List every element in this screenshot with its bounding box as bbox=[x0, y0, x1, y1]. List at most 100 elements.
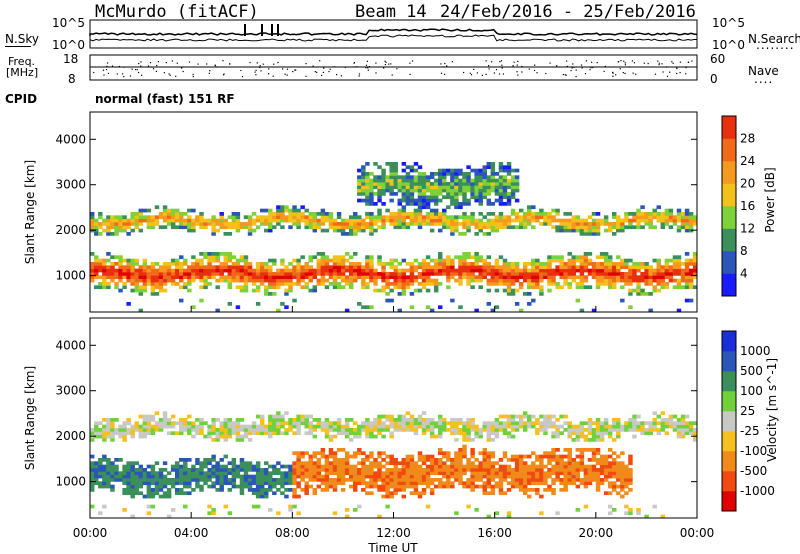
heatmap-cell bbox=[231, 275, 237, 280]
heatmap-cell bbox=[106, 225, 111, 230]
heatmap-cell bbox=[304, 282, 309, 286]
heatmap-cell bbox=[389, 484, 394, 489]
heatmap-cell bbox=[389, 275, 394, 280]
heatmap-cell bbox=[332, 511, 338, 516]
heatmap-cell bbox=[288, 285, 293, 290]
nave-dot bbox=[375, 72, 377, 74]
heatmap-cell bbox=[348, 278, 354, 283]
heatmap-cell bbox=[409, 282, 415, 286]
heatmap-cell bbox=[389, 212, 394, 216]
nave-dot bbox=[632, 72, 634, 74]
heatmap-cell bbox=[142, 494, 148, 499]
heatmap-cell bbox=[644, 292, 649, 296]
heatmap-cell bbox=[90, 225, 95, 230]
heatmap-cell bbox=[389, 431, 394, 436]
heatmap-cell bbox=[454, 222, 459, 226]
heatmap-cell bbox=[656, 215, 661, 220]
heatmap-cell bbox=[219, 471, 224, 476]
heatmap-cell bbox=[268, 222, 273, 226]
heatmap-cell bbox=[535, 481, 540, 486]
heatmap-cell bbox=[288, 421, 293, 426]
heatmap-cell bbox=[320, 255, 326, 260]
heatmap-cell bbox=[664, 268, 670, 273]
heatmap-cell bbox=[607, 222, 613, 226]
heatmap-cell bbox=[369, 424, 374, 429]
heatmap-cell bbox=[397, 188, 402, 193]
heatmap-cell bbox=[365, 418, 370, 422]
heatmap-cell bbox=[620, 228, 625, 233]
heatmap-cell bbox=[603, 464, 609, 469]
heatmap-cell bbox=[199, 218, 204, 223]
heatmap-cell bbox=[442, 464, 447, 469]
heatmap-cell bbox=[235, 268, 241, 273]
heatmap-cell bbox=[579, 268, 585, 273]
heatmap-cell bbox=[369, 185, 374, 190]
heatmap-cell bbox=[146, 418, 152, 422]
heatmap-cell bbox=[312, 464, 318, 469]
heatmap-cell bbox=[498, 282, 504, 286]
heatmap-cell bbox=[150, 272, 156, 276]
heatmap-cell bbox=[474, 225, 479, 230]
heatmap-cell bbox=[498, 474, 504, 479]
heatmap-cell bbox=[138, 434, 144, 439]
heatmap-cell bbox=[106, 285, 111, 290]
heatmap-cell bbox=[620, 494, 625, 499]
heatmap-cell bbox=[498, 255, 504, 260]
heatmap-cell bbox=[231, 222, 237, 226]
heatmap-cell bbox=[510, 168, 516, 173]
heatmap-cell bbox=[575, 258, 581, 263]
heatmap-cell bbox=[454, 182, 459, 186]
heatmap-cell bbox=[251, 272, 257, 276]
heatmap-cell bbox=[539, 262, 544, 266]
heatmap-cell bbox=[413, 481, 419, 486]
heatmap-cell bbox=[636, 428, 641, 432]
heatmap-cell bbox=[636, 424, 641, 429]
heatmap-cell bbox=[555, 431, 560, 436]
heatmap-cell bbox=[179, 275, 184, 280]
heatmap-cell bbox=[531, 298, 536, 303]
heatmap-cell bbox=[494, 428, 500, 432]
heatmap-cell bbox=[599, 272, 605, 276]
colorbar-swatch bbox=[722, 451, 736, 472]
heatmap-cell bbox=[571, 275, 576, 280]
heatmap-cell bbox=[239, 468, 245, 472]
heatmap-cell bbox=[478, 192, 483, 196]
heatmap-cell bbox=[191, 222, 196, 226]
heatmap-cell bbox=[365, 272, 370, 276]
heatmap-cell bbox=[146, 431, 152, 436]
heatmap-cell bbox=[583, 434, 589, 439]
heatmap-cell bbox=[268, 282, 273, 286]
heatmap-cell bbox=[438, 478, 443, 482]
heatmap-cell bbox=[336, 461, 342, 466]
heatmap-cell bbox=[595, 272, 601, 276]
heatmap-cell bbox=[110, 424, 115, 429]
heatmap-cell bbox=[304, 461, 309, 466]
heatmap-cell bbox=[454, 172, 459, 176]
heatmap-cell bbox=[676, 268, 682, 273]
heatmap-cell bbox=[401, 468, 407, 472]
heatmap-cell bbox=[591, 265, 597, 270]
heatmap-cell bbox=[280, 272, 285, 276]
heatmap-cell bbox=[211, 424, 216, 429]
nave-dot bbox=[533, 69, 536, 72]
heatmap-cell bbox=[482, 195, 487, 200]
heatmap-cell bbox=[676, 418, 682, 422]
heatmap-cell bbox=[284, 411, 289, 416]
heatmap-cell bbox=[450, 178, 455, 183]
heatmap-cell bbox=[421, 175, 427, 180]
heatmap-cell bbox=[409, 178, 415, 183]
heatmap-cell bbox=[259, 481, 265, 486]
nave-dot bbox=[131, 68, 133, 70]
heatmap-cell bbox=[122, 464, 127, 469]
heatmap-cell bbox=[527, 421, 532, 426]
heatmap-cell bbox=[312, 491, 318, 496]
heatmap-cell bbox=[158, 225, 164, 230]
heatmap-cell bbox=[272, 218, 277, 223]
heatmap-cell bbox=[369, 222, 374, 226]
heatmap-cell bbox=[506, 434, 512, 439]
heatmap-cell bbox=[571, 481, 576, 486]
heatmap-cell bbox=[239, 474, 245, 479]
heatmap-cell bbox=[166, 478, 172, 482]
heatmap-cell bbox=[506, 282, 512, 286]
heatmap-cell bbox=[320, 268, 326, 273]
